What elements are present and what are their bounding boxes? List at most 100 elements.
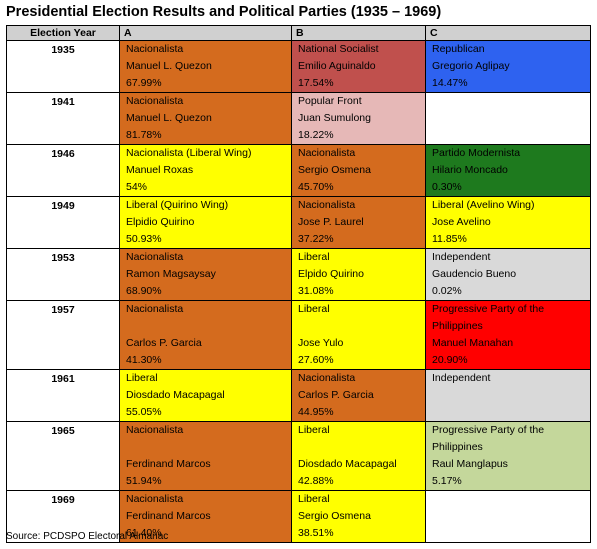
candidate-cell-line: Liberal (Quirino Wing) — [126, 199, 229, 211]
election-year-cell: 1953 — [6, 248, 120, 301]
candidate-cell-line: Manuel Roxas — [126, 164, 194, 176]
candidate-cell-line: Gregorio Aglipay — [432, 60, 510, 72]
candidate-cell-b: Liberal Sergio Osmena 38.51% — [291, 490, 426, 543]
candidate-cell-line: Nacionalista — [126, 95, 184, 107]
candidate-cell-line: Raul Manglapus — [432, 458, 508, 470]
candidate-cell-line: Nacionalista — [298, 199, 356, 211]
candidate-cell-c: Progressive Party of the Philippines Manue… — [425, 300, 591, 370]
candidate-cell-a: Nacionalista Manuel L. Quezon 67.99% — [119, 40, 292, 93]
candidate-cell-line: 68.90% — [126, 285, 162, 297]
candidate-cell-c — [425, 490, 591, 543]
election-year-cell: 1941 — [6, 92, 120, 145]
candidate-cell-b: Liberal Jose Yulo 27.60% — [291, 300, 426, 370]
candidate-cell-line: Progressive Party of the — [432, 303, 545, 315]
candidate-cell-line: 11.85% — [432, 233, 467, 245]
candidate-cell-line: Diosdado Macapagal — [126, 389, 225, 401]
header-row: Election Year A B C — [6, 25, 591, 41]
candidate-cell-line: Jose Yulo — [298, 337, 344, 349]
election-year-cell: 1969 — [6, 490, 120, 543]
candidate-cell-line: Nacionalista — [126, 251, 184, 263]
candidate-cell-line: 20.90% — [432, 354, 468, 366]
candidate-cell-line: 81.78% — [126, 129, 162, 141]
candidate-cell-b: Nacionalista Sergio Osmena 45.70% — [291, 144, 426, 197]
candidate-cell-line: 54% — [126, 181, 148, 193]
candidate-cell-a: Nacionalista Ramon Magsaysay 68.90% — [119, 248, 292, 301]
candidate-cell-b: Nacionalista Jose P. Laurel 37.22% — [291, 196, 426, 249]
candidate-cell-line: 17.54% — [298, 77, 334, 89]
candidate-cell-a: Nacionalista (Liberal Wing) Manuel Roxas 5… — [119, 144, 292, 197]
candidate-cell-line: Manuel L. Quezon — [126, 60, 212, 72]
candidate-cell-line: National Socialist — [298, 43, 379, 55]
candidate-cell-line: Juan Sumulong — [298, 112, 371, 124]
candidate-cell-line: 27.60% — [298, 354, 334, 366]
candidate-cell-a: Nacionalista Manuel L. Quezon 81.78% — [119, 92, 292, 145]
candidate-cell-line: 67.99% — [126, 77, 162, 89]
table-row: 1953 Nacionalista Ramon Magsaysay 68.90% Lib… — [6, 248, 591, 301]
page-title: Presidential Election Results and Politi… — [6, 4, 442, 20]
candidate-cell-line: Partido Modernista — [432, 147, 521, 159]
candidate-cell-c: Independent — [425, 369, 591, 422]
candidate-cell-line: Nacionalista — [126, 493, 184, 505]
table-row: 1965 Nacionalista Ferdinand Marcos 51.94% Li… — [6, 421, 591, 491]
candidate-cell-line: Independent — [432, 372, 491, 384]
candidate-cell-line: Nacionalista — [126, 424, 184, 436]
candidate-cell-c: Partido Modernista Hilario Moncado 0.30% — [425, 144, 591, 197]
candidate-cell-line: Ferdinand Marcos — [126, 510, 211, 522]
table-row: 1935 Nacionalista Manuel L. Quezon 67.99% Na… — [6, 40, 591, 93]
candidate-cell-a: Nacionalista Ferdinand Marcos 51.94% — [119, 421, 292, 491]
candidate-cell-b: Popular Front Juan Sumulong 18.22% — [291, 92, 426, 145]
candidate-cell-line — [298, 318, 423, 335]
candidate-cell-line: 41.30% — [126, 354, 162, 366]
candidate-cell-line: Emilio Aguinaldo — [298, 60, 376, 72]
candidate-cell-line: Philippines — [432, 441, 483, 453]
table-row: 1969 Nacionalista Ferdinand Marcos 61.40% Li… — [6, 490, 591, 543]
election-year-cell: 1935 — [6, 40, 120, 93]
candidate-cell-line: Manuel Manahan — [432, 337, 514, 349]
candidate-cell-line: Nacionalista (Liberal Wing) — [126, 147, 252, 159]
candidate-cell-line: 37.22% — [298, 233, 334, 245]
candidate-cell-line: 44.95% — [298, 406, 334, 418]
candidate-cell-line: Progressive Party of the — [432, 424, 545, 436]
candidate-cell-line: 42.88% — [298, 475, 334, 487]
candidate-cell-b: National Socialist Emilio Aguinaldo 17.54% — [291, 40, 426, 93]
candidate-cell-line: 55.05% — [126, 406, 162, 418]
table-row: 1949 Liberal (Quirino Wing) Elpidio Quirin… — [6, 196, 591, 249]
election-year-cell: 1946 — [6, 144, 120, 197]
candidate-cell-line: Hilario Moncado — [432, 164, 508, 176]
candidate-cell-b: Nacionalista Carlos P. Garcia 44.95% — [291, 369, 426, 422]
candidate-cell-line: 45.70% — [298, 181, 334, 193]
header-column-c: C — [425, 25, 591, 41]
header-column-b: B — [291, 25, 426, 41]
candidate-cell-line: Philippines — [432, 320, 483, 332]
candidate-cell-c: Liberal (Avelino Wing) Jose Avelino 11.85% — [425, 196, 591, 249]
election-year-cell: 1961 — [6, 369, 120, 422]
table-row: 1941 Nacionalista Manuel L. Quezon 81.78% Po… — [6, 92, 591, 145]
candidate-cell-a: Nacionalista Carlos P. Garcia 41.30% — [119, 300, 292, 370]
candidate-cell-line: Nacionalista — [298, 372, 356, 384]
candidate-cell-c: Progressive Party of the Philippines Raul … — [425, 421, 591, 491]
candidate-cell-line: Liberal — [298, 424, 330, 436]
header-election-year: Election Year — [6, 25, 120, 41]
candidate-cell-c: Independent Gaudencio Bueno 0.02% — [425, 248, 591, 301]
candidate-cell-line: Jose P. Laurel — [298, 216, 364, 228]
header-column-a: A — [119, 25, 292, 41]
candidate-cell-line: 51.94% — [126, 475, 162, 487]
candidate-cell-line — [126, 318, 289, 335]
candidate-cell-line: 50.93% — [126, 233, 162, 245]
candidate-cell-line: Elpido Quirino — [298, 268, 364, 280]
election-year-cell: 1957 — [6, 300, 120, 370]
candidate-cell-line: Liberal — [298, 493, 330, 505]
candidate-cell-line: 31.08% — [298, 285, 334, 297]
candidate-cell-line: Manuel L. Quezon — [126, 112, 212, 124]
candidate-cell-line: Sergio Osmena — [298, 510, 371, 522]
candidate-cell-line: Liberal — [298, 303, 330, 315]
candidate-cell-line: Liberal (Avelino Wing) — [432, 199, 535, 211]
candidate-cell-b: Liberal Diosdado Macapagal 42.88% — [291, 421, 426, 491]
candidate-cell-line — [298, 439, 423, 456]
candidate-cell-line — [126, 439, 289, 456]
candidate-cell-line: Gaudencio Bueno — [432, 268, 517, 280]
candidate-cell-c: Republican Gregorio Aglipay 14.47% — [425, 40, 591, 93]
candidate-cell-line: 0.30% — [432, 181, 462, 193]
candidate-cell-a: Liberal (Quirino Wing) Elpidio Quirino 50.… — [119, 196, 292, 249]
candidate-cell-line: 18.22% — [298, 129, 334, 141]
